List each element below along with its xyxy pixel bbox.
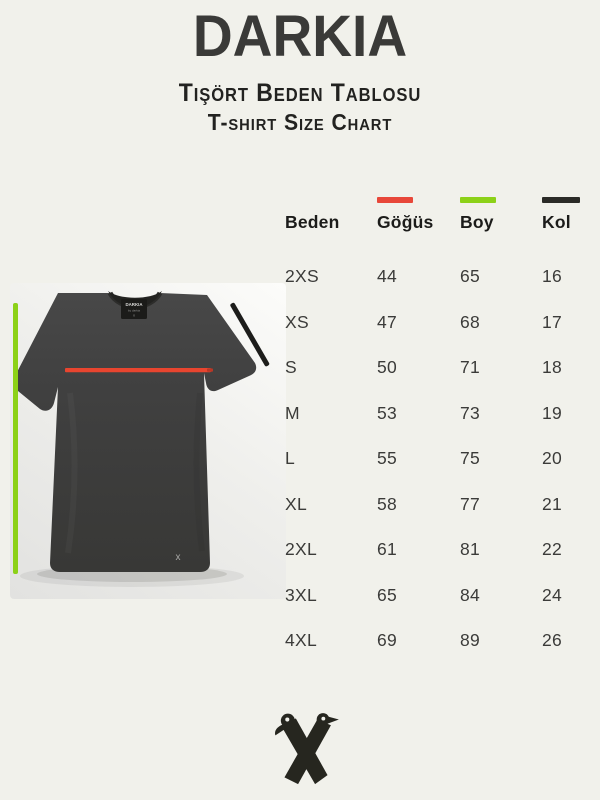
chest-value: 69 (377, 630, 398, 651)
chest-value: 53 (377, 402, 398, 423)
bird-eye-left (285, 717, 290, 722)
neck-size-mark: x (133, 314, 135, 318)
length-value: 75 (460, 448, 481, 469)
size-label: 4XL (285, 630, 318, 651)
length-value: 71 (460, 357, 481, 378)
chest-value: 58 (377, 493, 398, 514)
size-label: 2XL (285, 539, 318, 560)
chest-value: 65 (377, 584, 398, 605)
column-header-beden: Beden (285, 212, 340, 232)
size-label: M (285, 402, 300, 423)
bird-beak-left (274, 724, 286, 736)
bird-beak-right (326, 716, 339, 725)
fold-shade (193, 392, 205, 552)
tshirt-image: DARKIA by darkia x x (13, 291, 257, 587)
sleeve-value: 17 (542, 311, 563, 332)
hem-logo: x (176, 552, 181, 563)
sleeve-value: 20 (542, 448, 563, 469)
x-stroke-right (284, 719, 331, 785)
column-header-boy: Boy (460, 212, 494, 232)
length-value: 81 (460, 539, 481, 560)
tshirt-body (13, 293, 257, 572)
sleeve-color-bar (542, 197, 580, 203)
size-label: 3XL (285, 584, 318, 605)
bird-eye-right (321, 716, 326, 721)
table-row: 2XL 61 81 22 (278, 527, 600, 573)
length-value: 77 (460, 493, 481, 514)
length-value: 73 (460, 402, 481, 423)
column-header-kol: Kol (542, 212, 571, 232)
length-value: 68 (460, 311, 481, 332)
sleeve-value: 16 (542, 266, 563, 287)
color-key-row (278, 195, 600, 205)
table-row: XL 58 77 21 (278, 482, 600, 528)
sleeve-value: 19 (542, 402, 563, 423)
tshirt-photo: DARKIA by darkia x x (10, 283, 286, 599)
chest-measure-line-tip (207, 368, 213, 372)
subtitle-turkish: Tişört Beden Tablosu (178, 79, 422, 107)
chest-color-bar (377, 197, 413, 203)
table-row: L 55 75 20 (278, 436, 600, 482)
sleeve-value: 18 (542, 357, 563, 378)
subtitle-english: T-shirt Size Chart (207, 109, 393, 135)
length-value: 84 (460, 584, 481, 605)
sleeve-value: 26 (542, 630, 563, 651)
footer-brand-mark (272, 708, 340, 795)
chest-value: 50 (377, 357, 398, 378)
size-label: 2XS (285, 266, 319, 287)
size-label: S (285, 357, 297, 378)
length-color-bar (460, 197, 496, 203)
sleeve-value: 22 (542, 539, 563, 560)
size-label: XL (285, 493, 308, 514)
size-table: Beden Göğüs Boy Kol 2XS 44 65 16 XS 47 6… (278, 195, 600, 664)
chest-value: 44 (377, 266, 398, 287)
length-value: 65 (460, 266, 481, 287)
chest-value: 55 (377, 448, 398, 469)
brand-logo: DARKIA (192, 4, 408, 69)
table-row: M 53 73 19 (278, 391, 600, 437)
table-header-row: Beden Göğüs Boy Kol (278, 212, 600, 233)
chest-measure-line (65, 368, 211, 373)
table-row: S 50 71 18 (278, 345, 600, 391)
table-row: 4XL 69 89 26 (278, 618, 600, 664)
x-birds-logo (274, 713, 339, 785)
table-body: 2XS 44 65 16 XS 47 68 17 S 50 71 18 M 53… (278, 254, 600, 664)
size-label: XS (285, 311, 309, 332)
column-header-gogus: Göğüs (377, 212, 434, 232)
neck-label: DARKIA by darkia x (121, 299, 147, 319)
table-row: 3XL 65 84 24 (278, 573, 600, 619)
neck-sublabel-text: by darkia (128, 309, 141, 313)
table-row: XS 47 68 17 (278, 300, 600, 346)
sleeve-value: 21 (542, 493, 563, 514)
length-value: 89 (460, 630, 481, 651)
neck-label-text: DARKIA (125, 302, 143, 307)
length-measure-line (13, 303, 18, 574)
size-label: L (285, 448, 296, 469)
table-row: 2XS 44 65 16 (278, 254, 600, 300)
chest-value: 61 (377, 539, 398, 560)
sleeve-value: 24 (542, 584, 563, 605)
chest-value: 47 (377, 311, 398, 332)
